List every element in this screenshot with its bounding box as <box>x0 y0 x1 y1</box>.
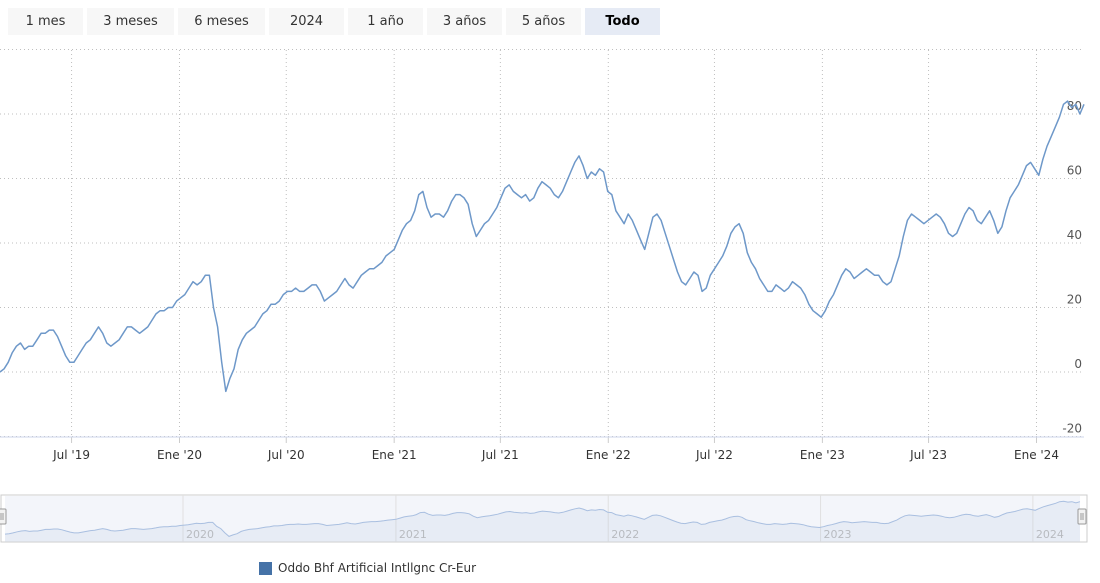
x-tick-label: Ene '20 <box>157 448 202 462</box>
navigator-handle-right[interactable] <box>1077 508 1087 525</box>
x-tick-label: Ene '24 <box>1014 448 1059 462</box>
navigator-handle-left[interactable] <box>0 508 7 525</box>
y-tick-label: -20 <box>1062 422 1082 436</box>
navigator-selection <box>5 496 1080 541</box>
range-button-1-month[interactable]: 1 mes <box>8 8 83 35</box>
x-tick-label: Ene '21 <box>372 448 417 462</box>
navigator-frame <box>0 494 1088 543</box>
range-button-1-year[interactable]: 1 año <box>348 8 423 35</box>
navigator-year-label: 2020 <box>186 528 214 541</box>
handle-grip <box>1077 508 1087 525</box>
x-tick-label: Jul '20 <box>267 448 305 462</box>
navigator-line <box>4 500 1081 537</box>
x-tick-label: Jul '21 <box>481 448 519 462</box>
range-button-3-years[interactable]: 3 años <box>427 8 502 35</box>
x-axis: Jul '19 Ene '20 Jul '20 Ene '21 Jul '21 Ene '… <box>0 436 1084 462</box>
x-tick-label: Jul '19 <box>52 448 90 462</box>
navigator-year-label: 2022 <box>611 528 639 541</box>
series-area <box>0 100 1085 393</box>
y-tick-label: 20 <box>1067 293 1082 307</box>
y-tick-label: 60 <box>1067 164 1082 178</box>
legend[interactable]: Oddo Bhf Artificial Intllgnc Cr-Eur <box>259 561 476 575</box>
legend-swatch <box>259 561 272 575</box>
navigator-year-label: 2021 <box>399 528 427 541</box>
navigator[interactable]: 2020 2021 2022 2023 2024 <box>0 494 1088 543</box>
range-button-3-months[interactable]: 3 meses <box>87 8 174 35</box>
range-button-2024[interactable]: 2024 <box>269 8 344 35</box>
x-tick-label: Jul '23 <box>909 448 947 462</box>
y-tick-label: 0 <box>1074 357 1082 371</box>
y-tick-label: 40 <box>1067 228 1082 242</box>
x-tick-label: Ene '23 <box>800 448 845 462</box>
series-line <box>0 100 1085 393</box>
navigator-year-label: 2023 <box>824 528 852 541</box>
legend-label: Oddo Bhf Artificial Intllgnc Cr-Eur <box>278 561 477 575</box>
range-button-all[interactable]: Todo <box>585 8 660 35</box>
range-selector: 1 mes 3 meses 6 meses 2024 1 año 3 años … <box>8 8 660 35</box>
x-tick-label: Jul '22 <box>695 448 733 462</box>
gridlines <box>0 49 1084 437</box>
navigator-year-label: 2024 <box>1036 528 1064 541</box>
x-tick-label: Ene '22 <box>586 448 631 462</box>
navigator-area <box>5 501 1080 542</box>
range-button-6-months[interactable]: 6 meses <box>178 8 265 35</box>
range-button-5-years[interactable]: 5 años <box>506 8 581 35</box>
